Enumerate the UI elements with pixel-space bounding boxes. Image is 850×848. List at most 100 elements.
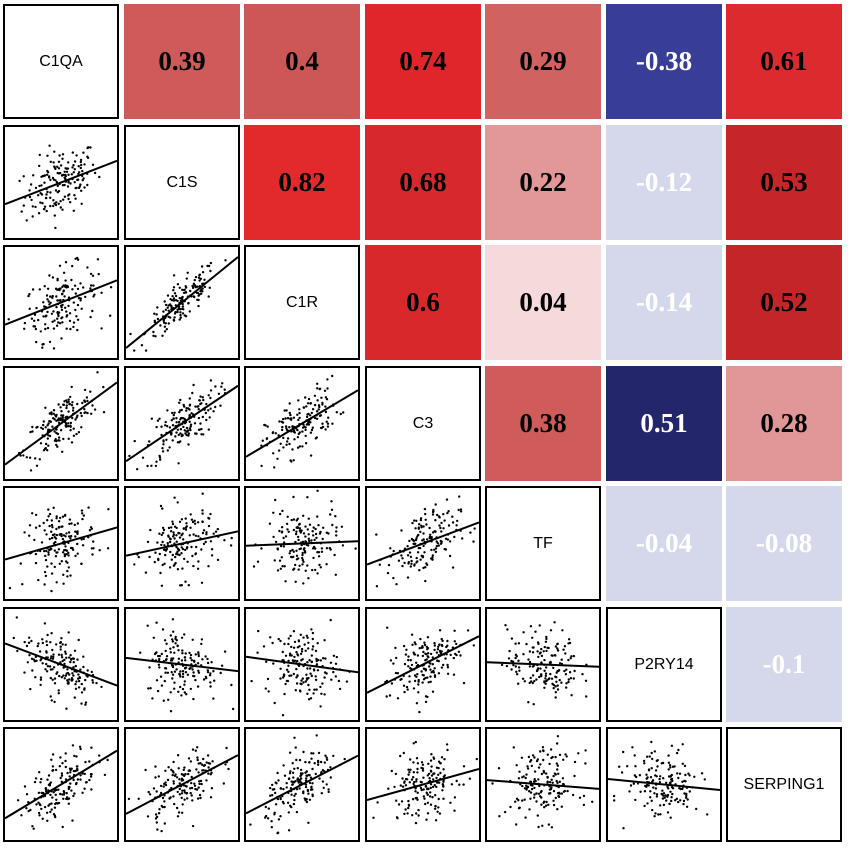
scatter-point [441, 639, 444, 643]
scatter-point [676, 772, 679, 775]
scatter-point [197, 298, 200, 302]
scatter-point [282, 545, 286, 548]
scatter-point [535, 800, 538, 803]
scatter-point [423, 797, 426, 800]
scatter-point [433, 548, 436, 551]
scatter-point [45, 193, 48, 196]
scatter-point [201, 492, 204, 495]
scatter-point [459, 510, 463, 513]
scatter-point [532, 703, 535, 706]
scatter-point [225, 746, 228, 750]
scatter-point [472, 644, 475, 647]
scatter-point [155, 790, 158, 793]
scatter-point [91, 309, 94, 313]
scatter-point [675, 797, 679, 800]
scatter-point [109, 286, 113, 289]
scatter-point [399, 678, 402, 681]
scatter-point [54, 203, 58, 207]
scatter-point [638, 774, 642, 777]
scatter-point [300, 650, 304, 653]
scatter-point [78, 745, 82, 748]
scatter-point [424, 518, 427, 521]
scatter-point [69, 654, 72, 657]
scatter-point [34, 513, 38, 517]
scatter-point [375, 533, 378, 536]
scatter-point [281, 425, 284, 429]
scatter-point [503, 810, 507, 814]
scatter-point [653, 815, 656, 818]
scatter-point [199, 289, 202, 293]
scatter-point [161, 563, 164, 567]
scatter-point [416, 673, 419, 676]
scatter-point [529, 625, 533, 628]
scatter-point [550, 756, 553, 760]
scatter-point [439, 539, 442, 543]
scatter-point [528, 808, 531, 811]
scatter-point [445, 645, 448, 649]
scatter-point [453, 809, 456, 812]
scatter-point [176, 441, 180, 444]
scatter-point [651, 757, 654, 761]
scatter-point [324, 428, 327, 431]
scatter-point [174, 635, 177, 639]
scatter-point [186, 271, 189, 274]
scatter-point [35, 426, 38, 429]
scatter-point [129, 332, 132, 336]
scatter-point [654, 812, 657, 815]
scatter-point [172, 274, 176, 277]
scatter-point [295, 530, 298, 533]
scatter-point [313, 394, 317, 397]
scatter-point [197, 408, 200, 411]
scatter-point [56, 432, 60, 436]
scatter-point [153, 560, 156, 564]
scatter-point [301, 430, 304, 433]
scatter-point [661, 761, 665, 765]
scatter-point [418, 569, 421, 572]
scatter-point [154, 651, 158, 655]
scatter-point [49, 657, 53, 660]
scatter-point [230, 536, 233, 540]
variable-name: C1S [166, 173, 198, 191]
scatter-point [209, 389, 213, 392]
scatter-point [209, 269, 212, 273]
scatter-point [288, 654, 292, 657]
scatter-point [556, 764, 559, 767]
scatter-point [52, 791, 55, 794]
scatter-point [533, 796, 536, 799]
correlation-value: -0.04 [635, 528, 693, 558]
scatter-point [162, 528, 166, 532]
scatter-point [317, 524, 320, 527]
scatter-point [49, 295, 52, 298]
scatter-point [190, 659, 193, 662]
scatter-point [67, 437, 70, 440]
scatter-point [89, 315, 92, 319]
scatter-point [523, 680, 526, 683]
scatter-point [63, 195, 67, 198]
scatter-point [440, 643, 444, 647]
scatter-point [70, 278, 73, 282]
scatter-point [282, 446, 285, 449]
scatter-point [466, 629, 470, 632]
scatter-point [455, 524, 458, 527]
scatter-point [669, 790, 672, 793]
scatter-point [25, 456, 28, 459]
scatter-point [165, 658, 168, 661]
scatter-point [293, 640, 297, 644]
scatter-point [439, 771, 442, 775]
scatter-point [214, 530, 218, 533]
scatter-point [585, 695, 588, 698]
scatter-point [427, 656, 430, 659]
scatter-point [411, 798, 415, 801]
scatter-point [567, 680, 570, 684]
scatter-point [209, 685, 212, 688]
scatter-point [50, 530, 53, 533]
scatter-point [193, 519, 196, 522]
scatter-point [171, 295, 174, 298]
scatter-point [70, 173, 74, 176]
scatter-point [102, 411, 106, 414]
scatter-point [442, 785, 445, 788]
scatter-point [473, 527, 476, 530]
scatter-point [76, 256, 79, 260]
scatter-point [294, 532, 298, 536]
scatter-point [307, 412, 310, 416]
